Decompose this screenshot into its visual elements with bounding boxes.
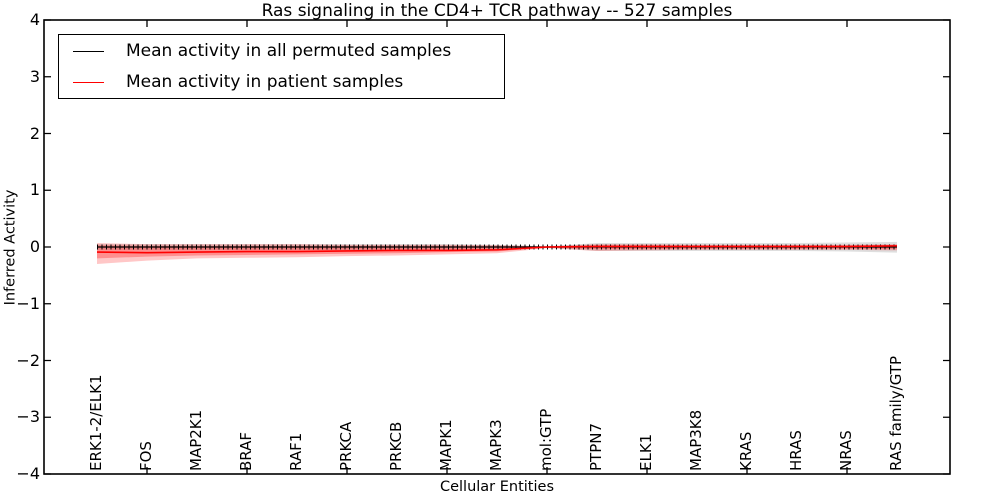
x-axis-label: Cellular Entities xyxy=(439,479,555,495)
y-tick-label: 4 xyxy=(29,10,40,29)
legend-line-sample-black xyxy=(73,50,104,52)
x-category-label: NRAS xyxy=(837,430,855,471)
x-category-label: KRAS xyxy=(737,431,755,471)
patient-samples-std-band-outer-area xyxy=(97,243,897,265)
x-category-label: FOS xyxy=(137,441,155,471)
x-category-label: PRKCA xyxy=(337,421,355,471)
x-category-label: ERK1-2/ELK1 xyxy=(87,374,105,471)
x-category-label: HRAS xyxy=(787,430,805,471)
chart-title: Ras signaling in the CD4+ TCR pathway --… xyxy=(261,1,733,21)
x-category-label: MAPK1 xyxy=(437,419,455,471)
legend-item-patient: Mean activity in patient samples xyxy=(59,67,504,97)
y-tick-label: 2 xyxy=(29,123,40,143)
y-axis-label: Inferred Activity xyxy=(2,189,19,306)
x-category-label: RAF1 xyxy=(287,432,305,471)
x-category-label: PTPN7 xyxy=(587,422,605,471)
y-tick-label: −2 xyxy=(16,350,40,370)
x-category-label: MAPK3 xyxy=(487,419,505,471)
x-category-label: BRAF xyxy=(237,432,255,471)
legend-label-permuted: Mean activity in all permuted samples xyxy=(126,41,452,61)
legend-label-patient: Mean activity in patient samples xyxy=(126,72,404,92)
y-tick-label: 0 xyxy=(29,237,40,256)
y-tick-label: 1 xyxy=(29,180,40,200)
y-tick-label: −4 xyxy=(16,464,40,483)
y-tick-label: 3 xyxy=(29,66,40,86)
legend-line-sample-red xyxy=(73,81,104,83)
x-category-label: PRKCB xyxy=(387,421,405,471)
x-category-label: RAS family/GTP xyxy=(887,355,905,471)
y-tick-label: −3 xyxy=(16,407,40,427)
x-category-label: MAP2K1 xyxy=(187,409,205,471)
x-category-label: MAP3K8 xyxy=(687,409,705,471)
y-tick-label: −1 xyxy=(16,293,40,313)
legend-box: Mean activity in all permuted samples Me… xyxy=(58,34,505,99)
legend-item-permuted: Mean activity in all permuted samples xyxy=(59,36,504,66)
patient-mean-line xyxy=(96,245,898,254)
x-category-label: ELK1 xyxy=(637,433,655,471)
plot-border xyxy=(43,19,951,475)
x-category-label: mol:GTP xyxy=(537,408,555,471)
patient-samples-std-band-inner-area xyxy=(97,245,897,259)
